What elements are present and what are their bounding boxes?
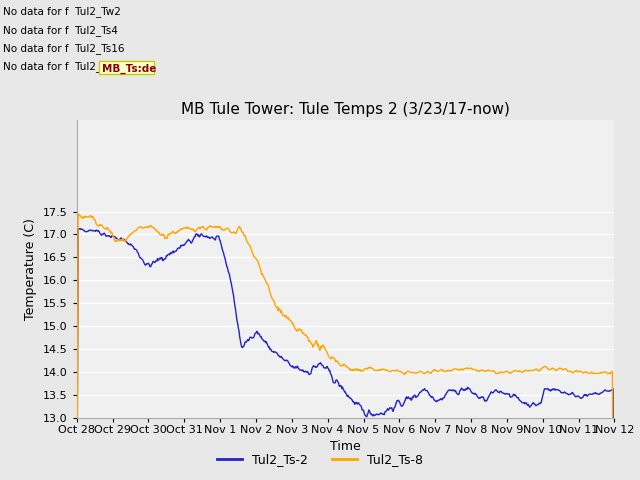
Tul2_Ts-8 [536, 367, 544, 372]
Line: Tul2_Ts-2: Tul2_Ts-2 [77, 228, 614, 480]
Title: MB Tule Tower: Tule Temps 2 (3/23/17-now): MB Tule Tower: Tule Temps 2 (3/23/17-now… [181, 102, 510, 118]
Tul2_Ts-2 [386, 405, 394, 411]
Y-axis label: Temperature (C): Temperature (C) [24, 218, 38, 320]
Text: No data for f  Tul2_Ts32: No data for f Tul2_Ts32 [3, 61, 125, 72]
Legend: Tul2_Ts-2, Tul2_Ts-8: Tul2_Ts-2, Tul2_Ts-8 [212, 448, 428, 471]
Line: Tul2_Ts-8: Tul2_Ts-8 [77, 214, 614, 480]
Text: No data for f  Tul2_Ts4: No data for f Tul2_Ts4 [3, 24, 118, 36]
Tul2_Ts-2 [416, 389, 424, 395]
Tul2_Ts-2 [481, 397, 489, 403]
Tul2_Ts-8 [400, 371, 408, 377]
Tul2_Ts-8 [386, 369, 394, 375]
Text: No data for f  Tul2_Ts16: No data for f Tul2_Ts16 [3, 43, 125, 54]
Tul2_Ts-8 [107, 230, 115, 236]
X-axis label: Time: Time [330, 440, 361, 453]
Text: MB_Ts:de: MB_Ts:de [102, 64, 156, 74]
Text: No data for f  Tul2_Tw2: No data for f Tul2_Tw2 [3, 6, 121, 17]
Tul2_Ts-2 [536, 400, 544, 406]
Tul2_Ts-8 [481, 369, 489, 374]
Tul2_Ts-2 [400, 400, 408, 406]
Tul2_Ts-8 [74, 211, 82, 217]
Tul2_Ts-2 [107, 234, 115, 240]
Tul2_Ts-2 [76, 226, 84, 231]
Tul2_Ts-8 [416, 368, 424, 374]
